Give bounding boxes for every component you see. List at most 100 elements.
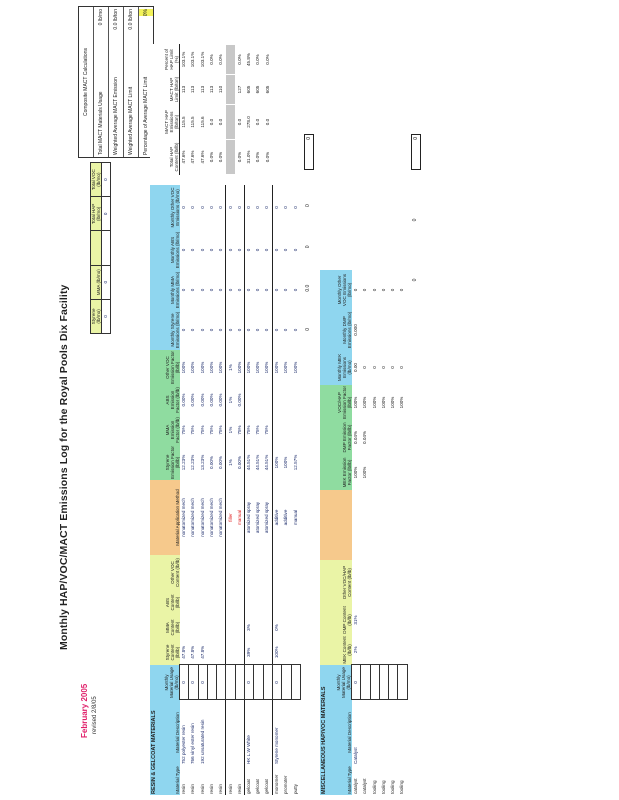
- cell-usage[interactable]: [225, 665, 236, 700]
- cell-type: resin: [236, 784, 242, 794]
- misc-cell[interactable]: [370, 664, 380, 700]
- cell-usage[interactable]: [253, 665, 264, 700]
- misc-cell[interactable]: [379, 664, 389, 700]
- misc-cell: [370, 560, 379, 605]
- cell-other-voc: [235, 555, 244, 590]
- cell-mact: [272, 140, 281, 175]
- cell-mact: 605: [246, 85, 252, 94]
- cell-abs-ef: 0.00%: [208, 393, 214, 407]
- cell-usage[interactable]: 0: [244, 665, 254, 700]
- cell-abs-ef: 0.00%: [236, 393, 242, 407]
- table-row: tooling 100% 0 0: [379, 270, 389, 795]
- cell-method: filler: [225, 480, 236, 555]
- cell-method: atomized spray: [264, 501, 270, 534]
- cell-mma-em: 0: [199, 288, 205, 292]
- cell-voc-ef: 1%: [225, 350, 236, 385]
- misc-cell: [370, 490, 379, 560]
- cell-abs: [207, 590, 216, 615]
- cell-usage[interactable]: 0: [188, 665, 199, 700]
- cell-usage[interactable]: 0: [198, 665, 208, 700]
- cell-usage[interactable]: [291, 665, 301, 700]
- misc-cell: [379, 310, 388, 350]
- cell-voc-ef: 100%: [283, 361, 289, 374]
- cell-mact: 31.0%: [246, 150, 252, 164]
- cell-other-voc: [291, 555, 300, 590]
- misc-cell: 0: [362, 288, 368, 292]
- cell-usage[interactable]: 0: [179, 665, 189, 700]
- column-header: Styrene Content (lb/lb): [157, 640, 180, 665]
- cell-type: resin: [199, 784, 205, 794]
- cell-mact: 103.1%: [181, 51, 186, 68]
- cell-mact: 113: [199, 85, 205, 94]
- column-header: Material Description: [327, 700, 352, 765]
- cell-abs: [235, 590, 244, 615]
- header-spacer: [150, 270, 157, 310]
- misc-cell: 0.04%: [353, 430, 358, 444]
- cell-voc-ef: 100%: [244, 350, 254, 385]
- composite-row: Total MACT Materials Usage 0 lb/mo: [93, 7, 108, 157]
- misc-cell: [398, 635, 407, 665]
- cell-voc-ef: 100%: [292, 361, 298, 374]
- misc-cell: [398, 605, 407, 635]
- cell-styrene-ef: 0.00%: [208, 455, 214, 470]
- cell-abs-ef: [263, 385, 272, 415]
- cell-abs-em: 0: [272, 230, 282, 270]
- summary-header: Total VOC (lb/mo): [90, 162, 102, 197]
- cell-mact: [272, 75, 281, 105]
- misc-cell: [370, 605, 379, 635]
- cell-styrene: [235, 640, 244, 665]
- misc-cell: [389, 420, 398, 455]
- cell-abs-ef: 1%: [225, 385, 236, 415]
- column-header: Material Description: [157, 700, 180, 765]
- table-row: catalyst 100% 0.04% 100% 0 0: [360, 270, 371, 795]
- column-header: Material Application Method: [157, 480, 180, 555]
- cell-usage[interactable]: 0: [272, 665, 282, 700]
- cell-other-voc: [207, 555, 216, 590]
- cell-method: nonatomized mech: [217, 498, 223, 537]
- table-row: 47.6% 115.5 113 103.1%: [180, 45, 189, 175]
- misc-cell: [361, 700, 370, 765]
- cell-usage[interactable]: [263, 665, 273, 700]
- cell-styrene-em: 0: [255, 328, 261, 332]
- cell-abs-em: 0: [264, 248, 270, 252]
- header-spacer: [150, 230, 157, 270]
- cell-type: gelcoat: [244, 765, 254, 795]
- cell-usage[interactable]: [216, 665, 226, 700]
- misc-cell: 0.000: [353, 324, 358, 336]
- summary-header: Total HAP (lb/mo): [90, 196, 102, 231]
- misc-cell[interactable]: 0: [351, 664, 361, 700]
- misc-cell: 0: [380, 288, 386, 292]
- cell-type: gelcoat: [264, 779, 270, 794]
- misc-cell: 0: [362, 366, 368, 369]
- misc-cell[interactable]: [397, 664, 408, 700]
- header-spacer: [150, 385, 157, 415]
- cell-description: [254, 700, 263, 765]
- cell-styrene-em: 0: [283, 328, 289, 332]
- composite-mact-box: Composite MACT Calculations Total MACT M…: [78, 6, 154, 158]
- cell-abs: [272, 590, 282, 615]
- cell-description: 192 unsaturated resin: [199, 719, 205, 764]
- cell-type: resin: [190, 784, 196, 794]
- cell-styrene-em: 0: [181, 328, 186, 332]
- misc-cell[interactable]: [360, 664, 371, 700]
- cell-type: promoter: [283, 775, 289, 794]
- misc-cell[interactable]: [388, 664, 398, 700]
- cell-usage[interactable]: [281, 665, 292, 700]
- misc-total-box: 0: [411, 134, 421, 170]
- total-value: 0: [412, 278, 418, 282]
- cell-usage[interactable]: [207, 665, 217, 700]
- cell-mact: 0.0%: [208, 54, 214, 65]
- cell-abs-em: 0: [255, 248, 261, 252]
- cell-styrene-em: 0: [264, 328, 270, 332]
- cell-mact: 0.0%: [255, 151, 261, 163]
- cell-usage[interactable]: [235, 665, 245, 700]
- cell-abs-em: 0: [190, 248, 196, 252]
- cell-abs: [291, 590, 300, 615]
- composite-row: Weighted Average MACT Emission 0.0 lb/ton: [108, 7, 123, 157]
- cell-mact: 278.0: [246, 116, 252, 128]
- cell-styrene: 47.8%: [199, 645, 205, 659]
- cell-type: resin: [225, 765, 236, 795]
- misc-cell: [361, 560, 370, 605]
